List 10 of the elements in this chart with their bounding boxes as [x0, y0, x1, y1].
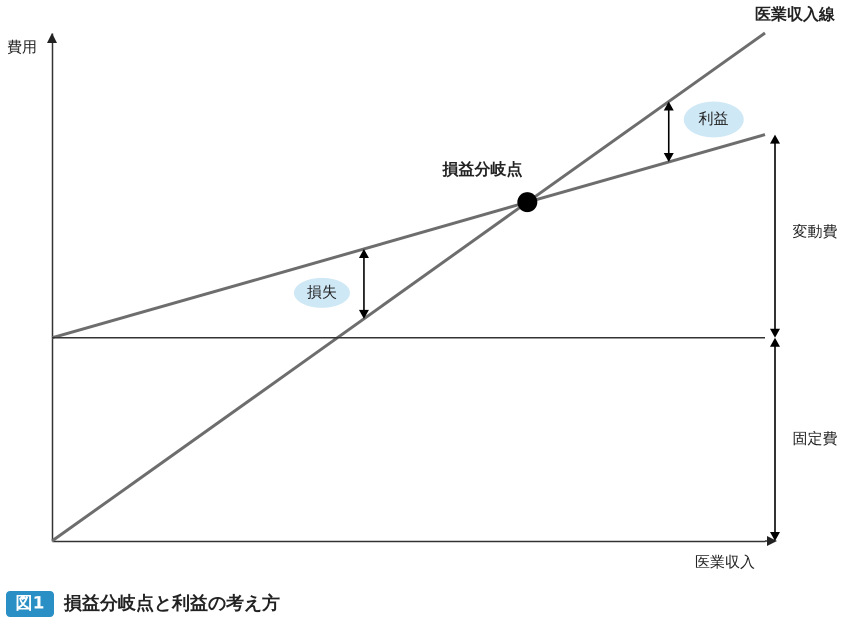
caption: 図1 — [16, 594, 44, 614]
text: 固定費 — [792, 429, 838, 448]
annotation: 利益 — [698, 110, 729, 128]
annotation: 損失 — [306, 282, 337, 301]
y-axis-title: 費用 — [7, 38, 37, 56]
text: 変動費 — [792, 222, 838, 240]
x-axis-title: 医業収入 — [695, 553, 755, 572]
series-label: 医業収入線 — [755, 4, 836, 24]
annotation: 損益分岐点 — [441, 160, 522, 179]
text: 損益分岐点と利益の考え方 — [63, 592, 280, 614]
